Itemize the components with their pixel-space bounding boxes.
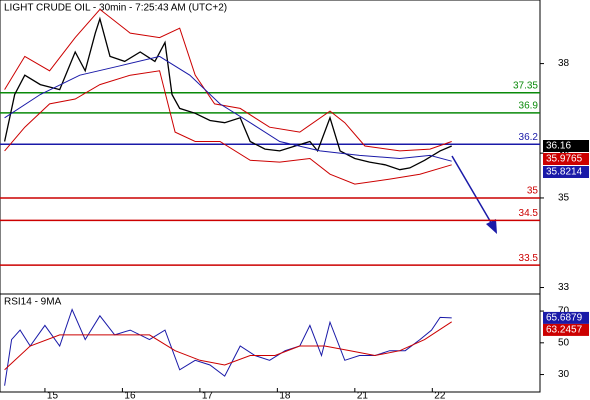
level-label: 33.5 (519, 253, 539, 264)
current-value-label: 35.9765 (546, 154, 583, 165)
series-line (4, 8, 452, 152)
level-label: 34.5 (519, 208, 539, 219)
x-tick-label: 21 (357, 391, 369, 400)
level-label: 37.35 (513, 80, 538, 91)
x-tick-label: 16 (124, 391, 136, 400)
level-label: 36.9 (519, 100, 539, 111)
x-tick-label: 18 (279, 391, 291, 400)
plot-frame (0, 0, 541, 393)
forecast-arrow (451, 155, 497, 234)
current-value-box (543, 323, 589, 336)
y-tick-label: 70 (558, 306, 570, 317)
series-line (4, 70, 452, 185)
arrow-head (486, 219, 497, 234)
chart-title: LIGHT CRUDE OIL - 30min - 7:25:43 AM (UT… (4, 3, 227, 14)
x-tick-label: 15 (47, 391, 59, 400)
current-value-label: 35.8214 (546, 167, 583, 178)
series-line (4, 321, 452, 371)
series-line (3, 16, 452, 171)
level-label: 35 (527, 186, 539, 197)
current-value-box (543, 166, 589, 178)
y-tick-label: 33 (558, 282, 570, 293)
arrow-line (451, 155, 494, 227)
current-value-box (543, 140, 589, 152)
x-tick-label: 22 (434, 391, 446, 400)
series-line (4, 55, 452, 162)
current-value-label: 36.16 (546, 141, 571, 152)
x-tick-label: 17 (202, 391, 214, 400)
level-label: 36.2 (519, 132, 539, 143)
current-value-box (543, 311, 589, 324)
y-tick-label: 30 (558, 369, 570, 380)
current-value-box (543, 153, 589, 165)
series-line (4, 308, 452, 386)
rsi-title: RSI14 - 9MA (4, 297, 62, 308)
y-tick-label: 38 (558, 58, 570, 69)
y-tick-label: 35 (558, 193, 570, 204)
current-value-label: 65.6879 (546, 313, 583, 324)
y-tick-label: 50 (558, 337, 570, 348)
current-value-label: 63.2457 (546, 325, 583, 336)
